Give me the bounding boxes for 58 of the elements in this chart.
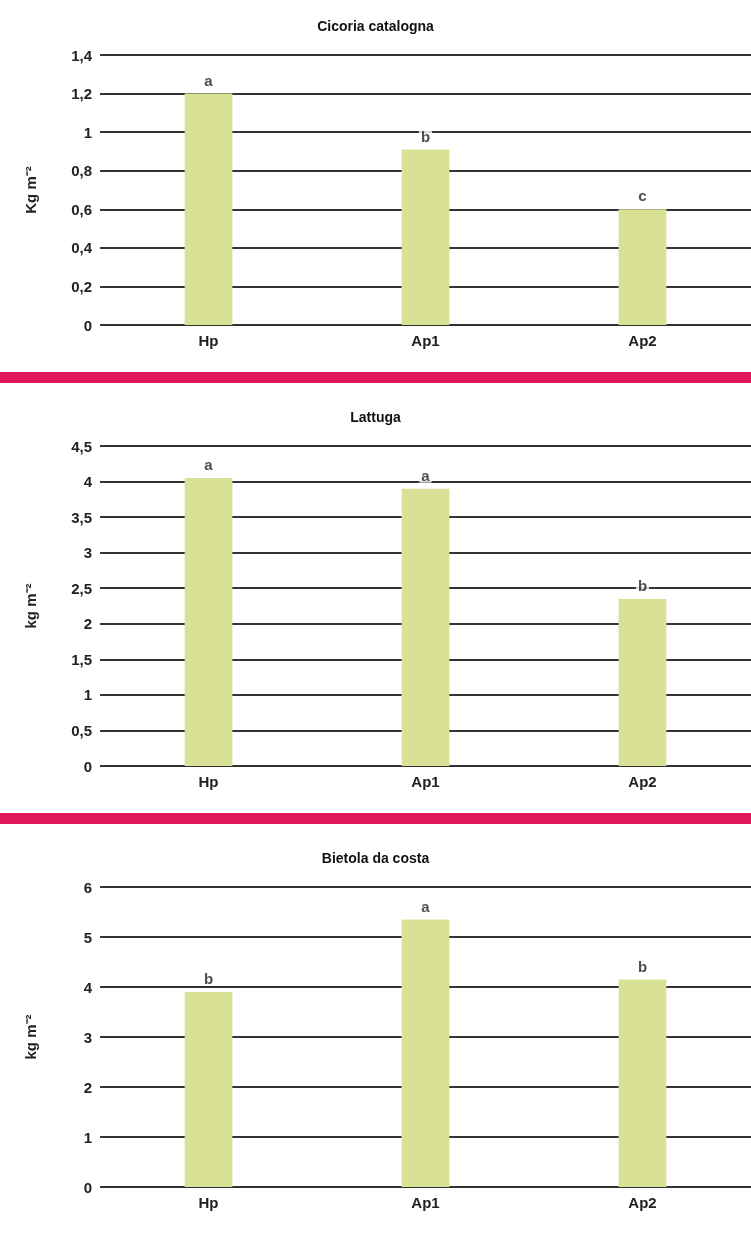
y-tick-label: 4 (83, 978, 93, 996)
x-tick-label: Hp (198, 773, 219, 790)
annotation: b (637, 576, 648, 594)
y-tick-label: 1 (83, 686, 92, 704)
chart-title: Bietola da costa (321, 850, 430, 866)
y-tick-label: 3 (83, 1028, 92, 1046)
y-tick-label: 2 (83, 1078, 92, 1096)
bar (618, 209, 667, 325)
x-tick-label: Ap2 (628, 1194, 657, 1211)
y-tick-label: 0,4 (71, 239, 93, 257)
bar (184, 478, 233, 766)
y-tick-label: 0 (83, 316, 92, 334)
bar (618, 598, 667, 766)
y-tick-label: 2,5 (71, 579, 92, 597)
annotation: a (421, 897, 431, 915)
annotation: c (638, 187, 647, 205)
bar (401, 919, 450, 1187)
y-axis-title: kg m⁻² (22, 583, 39, 629)
bar (184, 93, 233, 325)
annotation: b (637, 957, 648, 975)
y-tick-label: 1 (83, 1128, 92, 1146)
x-tick-label: Ap2 (628, 332, 657, 349)
y-tick-label: 1,2 (71, 85, 92, 103)
y-tick-label: 1 (83, 123, 92, 141)
x-tick-label: Ap1 (411, 1194, 440, 1211)
annotation: b (420, 127, 431, 145)
y-tick-label: 0,8 (71, 162, 92, 180)
x-tick-label: Ap2 (628, 773, 657, 790)
y-tick-label: 1,5 (71, 650, 92, 668)
y-axis-title: Kg m⁻² (22, 166, 39, 214)
y-tick-label: 0,6 (71, 200, 92, 218)
y-tick-label: 0,5 (71, 721, 92, 739)
y-tick-label: 1,4 (71, 46, 93, 64)
bar (401, 488, 450, 766)
bar (401, 149, 450, 325)
bar (184, 992, 233, 1187)
annotation: a (421, 466, 431, 484)
y-tick-label: 0 (83, 757, 92, 775)
x-tick-label: Hp (198, 332, 219, 349)
y-tick-label: 0,2 (71, 277, 92, 295)
chart-title: Cicoria catalogna (317, 18, 435, 34)
annotation: b (203, 970, 214, 987)
y-tick-label: 4 (83, 473, 93, 491)
annotation: a (204, 71, 214, 89)
x-tick-label: Ap1 (411, 773, 440, 790)
chart-title: Lattuga (350, 409, 401, 425)
bar (618, 979, 667, 1187)
x-tick-label: Ap1 (411, 332, 440, 349)
y-tick-label: 5 (83, 928, 92, 946)
y-axis-title: kg m⁻² (22, 1014, 39, 1060)
annotation: a (204, 456, 214, 473)
x-tick-label: Hp (198, 1194, 219, 1211)
y-tick-label: 2 (83, 615, 92, 633)
y-tick-label: 0 (83, 1178, 92, 1196)
y-tick-label: 3 (83, 544, 92, 562)
y-tick-label: 6 (83, 878, 92, 896)
y-tick-label: 3,5 (71, 508, 92, 526)
y-tick-label: 4,5 (71, 437, 92, 455)
